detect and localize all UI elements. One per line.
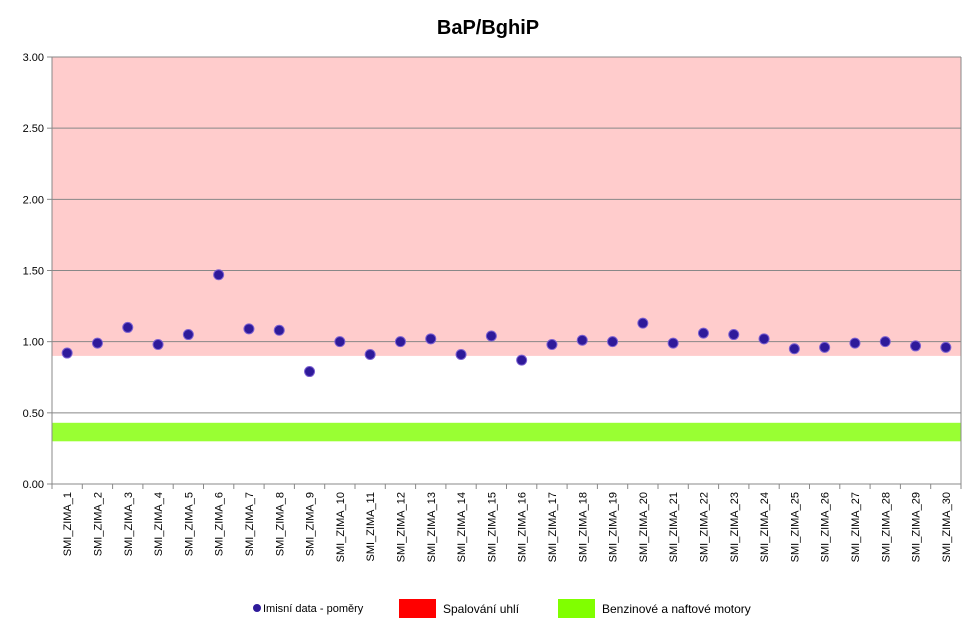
legend-swatch-spalovani-uhli <box>399 599 436 618</box>
y-tick-label: 2.50 <box>23 123 44 135</box>
legend-marker-imisni-data <box>253 604 261 612</box>
x-tick-label: SMI_ZIMA_10 <box>335 492 347 562</box>
x-tick-label: SMI_ZIMA_26 <box>820 492 832 562</box>
data-point <box>940 341 952 353</box>
data-point <box>667 337 679 349</box>
x-tick-label: SMI_ZIMA_24 <box>759 492 771 562</box>
data-point <box>788 343 800 355</box>
legend-label-imisni-data: Imisní data - poměry <box>263 603 364 615</box>
data-point <box>425 333 437 345</box>
data-point <box>849 337 861 349</box>
y-tick-label: 3.00 <box>23 52 44 64</box>
x-tick-label: SMI_ZIMA_23 <box>729 492 741 562</box>
x-tick-label: SMI_ZIMA_25 <box>789 492 801 562</box>
data-point <box>546 339 558 351</box>
x-tick-label: SMI_ZIMA_1 <box>62 492 74 556</box>
band-spalovani-uhli <box>52 57 961 356</box>
x-tick-label: SMI_ZIMA_13 <box>426 492 438 562</box>
legend-swatch-benzinove-motory <box>558 599 595 618</box>
x-tick-label: SMI_ZIMA_8 <box>274 492 286 556</box>
y-tick-label: 0.00 <box>23 479 44 491</box>
data-point <box>304 366 316 378</box>
band-benzinove-motory <box>52 422 961 442</box>
data-point <box>576 334 588 346</box>
legend-label-spalovani-uhli: Spalování uhlí <box>443 602 520 616</box>
x-tick-label: SMI_ZIMA_6 <box>214 492 226 556</box>
data-point <box>243 323 255 335</box>
x-tick-label: SMI_ZIMA_18 <box>577 492 589 562</box>
x-tick-label: SMI_ZIMA_19 <box>608 492 620 562</box>
data-point <box>455 348 467 360</box>
x-tick-label: SMI_ZIMA_17 <box>547 492 559 562</box>
y-tick-label: 0.50 <box>23 408 44 420</box>
data-point <box>879 336 891 348</box>
x-tick-label: SMI_ZIMA_27 <box>850 492 862 562</box>
data-point <box>607 336 619 348</box>
data-point <box>91 337 103 349</box>
x-tick-label: SMI_ZIMA_5 <box>183 492 195 556</box>
data-point <box>758 333 770 345</box>
data-point <box>182 329 194 341</box>
data-point <box>516 354 528 366</box>
y-tick-label: 2.00 <box>23 194 44 206</box>
x-tick-label: SMI_ZIMA_22 <box>698 492 710 562</box>
x-tick-label: SMI_ZIMA_11 <box>365 492 377 562</box>
x-tick-label: SMI_ZIMA_7 <box>244 492 256 556</box>
x-tick-label: SMI_ZIMA_3 <box>123 492 135 556</box>
chart-title: BaP/BghiP <box>437 17 539 39</box>
legend-label-benzinove-motory: Benzinové a naftové motory <box>602 602 751 616</box>
x-tick-label: SMI_ZIMA_20 <box>638 492 650 562</box>
data-point <box>819 341 831 353</box>
x-tick-label: SMI_ZIMA_15 <box>486 492 498 562</box>
x-tick-label: SMI_ZIMA_4 <box>153 492 165 556</box>
x-tick-label: SMI_ZIMA_2 <box>92 492 104 556</box>
data-point <box>61 347 73 359</box>
points-layer <box>61 269 952 378</box>
data-point <box>637 317 649 329</box>
x-axis: SMI_ZIMA_1 SMI_ZIMA_2 SMI_ZIMA_3 SMI_ZIMA_4… <box>51 484 962 562</box>
data-point <box>910 340 922 352</box>
data-point <box>334 336 346 348</box>
y-tick-label: 1.00 <box>23 337 44 349</box>
data-point <box>697 327 709 339</box>
data-point <box>213 269 225 281</box>
bands-layer <box>52 57 961 442</box>
x-tick-label: SMI_ZIMA_16 <box>517 492 529 562</box>
x-tick-label: SMI_ZIMA_21 <box>668 492 680 562</box>
data-point <box>485 330 497 342</box>
x-tick-label: SMI_ZIMA_14 <box>456 492 468 562</box>
data-point <box>364 348 376 360</box>
x-tick-label: SMI_ZIMA_30 <box>941 492 953 562</box>
data-point <box>152 339 164 351</box>
legend: Imisní data - poměry Spalování uhlí Benz… <box>253 599 751 618</box>
x-tick-label: SMI_ZIMA_12 <box>395 492 407 562</box>
y-tick-label: 1.50 <box>23 266 44 278</box>
data-point <box>728 329 740 341</box>
x-tick-label: SMI_ZIMA_29 <box>911 492 923 562</box>
data-point <box>273 324 285 336</box>
x-tick-label: SMI_ZIMA_28 <box>880 492 892 562</box>
y-axis: 0.00 0.50 1.00 1.50 2.00 2.50 3.00 <box>23 52 52 491</box>
data-point <box>122 321 134 333</box>
data-point <box>394 336 406 348</box>
x-tick-label: SMI_ZIMA_9 <box>305 492 317 556</box>
